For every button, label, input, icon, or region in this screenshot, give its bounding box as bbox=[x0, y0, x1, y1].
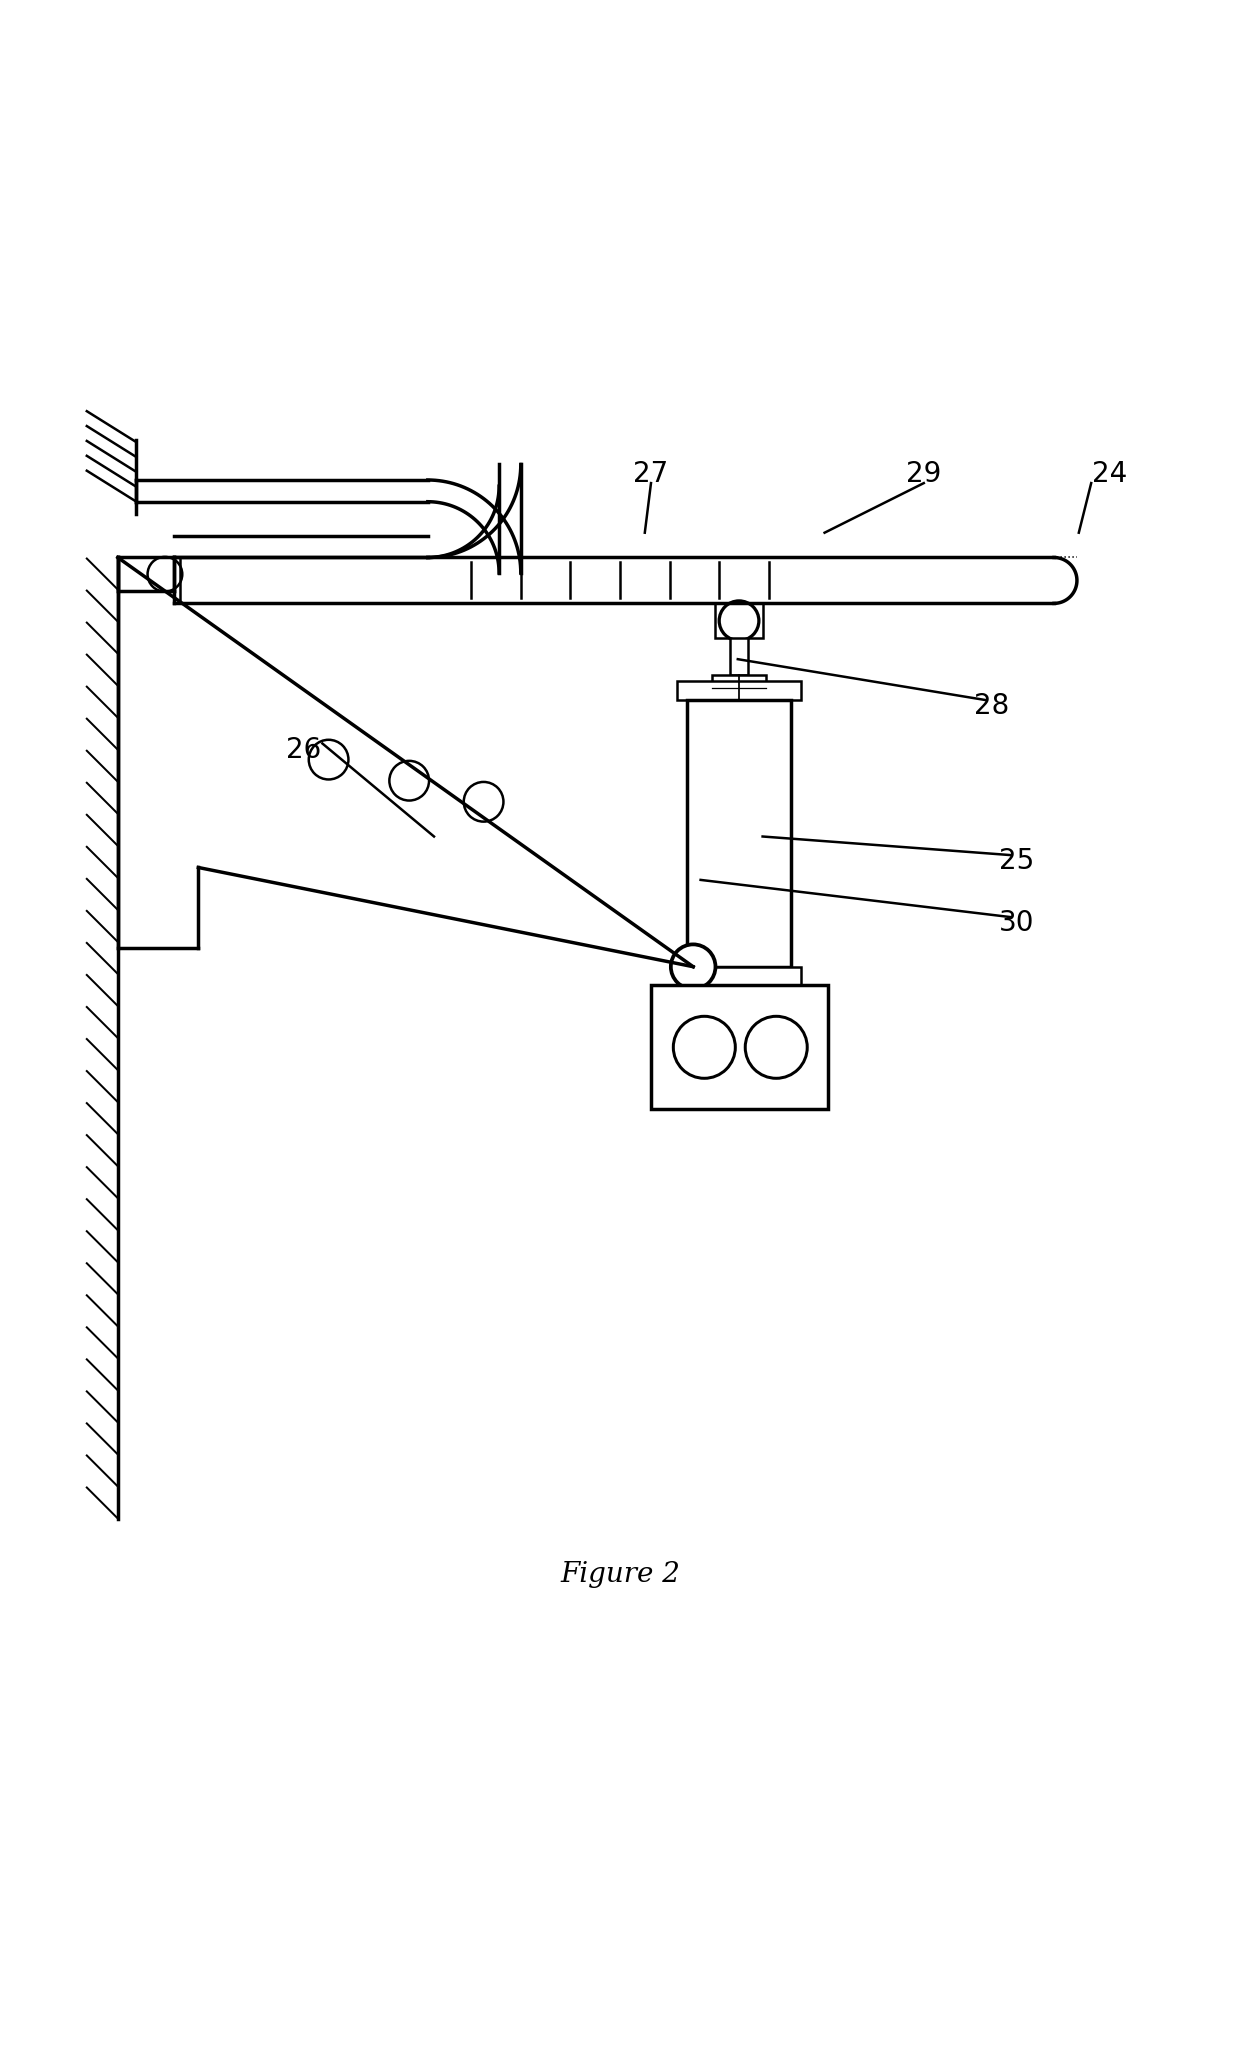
Bar bbox=[712, 675, 766, 699]
Text: Figure 2: Figure 2 bbox=[560, 1560, 680, 1587]
Text: 24: 24 bbox=[1092, 460, 1127, 489]
Bar bbox=[687, 699, 791, 967]
Bar bbox=[677, 967, 801, 986]
Bar bbox=[651, 986, 828, 1108]
Text: 25: 25 bbox=[999, 847, 1034, 875]
Text: 27: 27 bbox=[634, 460, 668, 489]
Bar bbox=[730, 638, 748, 675]
Text: 28: 28 bbox=[975, 693, 1009, 720]
Circle shape bbox=[719, 601, 759, 640]
Text: 26: 26 bbox=[286, 736, 321, 763]
Circle shape bbox=[671, 945, 715, 990]
Bar bbox=[677, 681, 801, 699]
Bar bbox=[715, 603, 763, 638]
Bar bbox=[687, 986, 791, 1000]
Text: 29: 29 bbox=[906, 460, 941, 489]
Text: 30: 30 bbox=[999, 910, 1034, 937]
